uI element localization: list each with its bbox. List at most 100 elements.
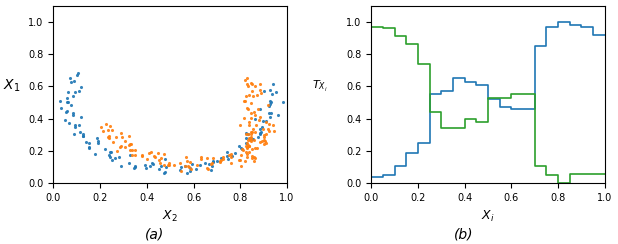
Point <box>222 150 232 153</box>
Point <box>76 115 86 119</box>
Point <box>242 145 252 149</box>
Point <box>78 132 88 136</box>
Point <box>244 150 254 154</box>
Point <box>242 82 252 86</box>
Point <box>241 150 251 154</box>
Point <box>253 107 263 111</box>
Point <box>261 120 271 124</box>
Point <box>203 166 213 170</box>
Point <box>180 164 190 168</box>
Point <box>159 152 169 156</box>
Point <box>265 88 274 92</box>
Point <box>226 152 236 156</box>
Point <box>242 155 252 159</box>
Point <box>207 164 217 168</box>
Point <box>93 139 103 142</box>
Point <box>224 153 234 157</box>
Point <box>247 156 256 160</box>
Point <box>241 132 251 136</box>
Point <box>117 135 127 139</box>
Point <box>244 136 254 140</box>
Point <box>208 156 218 160</box>
Point <box>250 130 260 134</box>
Point <box>66 102 76 106</box>
Point <box>268 123 278 127</box>
Point <box>206 161 216 165</box>
Point <box>247 89 257 93</box>
Point <box>215 159 225 163</box>
Point <box>130 165 140 169</box>
Point <box>247 137 256 141</box>
Point <box>160 157 170 161</box>
Point <box>81 140 91 143</box>
Point <box>124 161 134 165</box>
Point <box>96 125 106 129</box>
Point <box>116 131 126 135</box>
Point <box>243 84 253 88</box>
Point <box>255 131 265 135</box>
Point <box>263 127 273 131</box>
Point <box>205 162 214 166</box>
Point <box>208 160 218 164</box>
Point <box>222 154 232 158</box>
Point <box>255 127 265 131</box>
Point <box>180 164 190 168</box>
Point <box>111 156 121 160</box>
Point <box>104 136 114 140</box>
Point <box>125 142 135 146</box>
Point <box>149 154 159 158</box>
Point <box>246 81 256 85</box>
Point <box>130 164 140 168</box>
Point <box>61 110 70 114</box>
Point <box>61 118 70 122</box>
Point <box>108 140 118 144</box>
Point <box>69 79 79 83</box>
Point <box>66 76 75 80</box>
Point <box>265 104 274 108</box>
Point <box>187 162 197 166</box>
Point <box>247 101 256 105</box>
Point <box>192 163 202 167</box>
Point <box>93 141 103 145</box>
Point <box>66 80 76 84</box>
Point <box>248 94 258 98</box>
Point <box>196 157 206 161</box>
Point <box>154 167 164 171</box>
Point <box>243 107 253 111</box>
Point <box>187 167 197 171</box>
Point <box>255 82 265 86</box>
Point <box>182 155 192 159</box>
Point <box>249 155 259 159</box>
Point <box>248 127 258 131</box>
Point <box>164 161 174 165</box>
Point <box>98 129 108 133</box>
Point <box>261 141 271 145</box>
Point <box>259 135 269 139</box>
Point <box>237 147 247 151</box>
Point <box>70 126 80 130</box>
Point <box>127 152 137 156</box>
Point <box>258 127 268 131</box>
Point <box>169 163 179 167</box>
Point <box>196 155 206 159</box>
Point <box>156 164 166 168</box>
Point <box>247 154 256 158</box>
Point <box>62 109 72 112</box>
Point <box>69 132 79 136</box>
Point <box>218 157 228 161</box>
Point <box>226 161 235 165</box>
Point <box>245 116 255 120</box>
Point <box>117 144 127 148</box>
Point <box>247 130 256 134</box>
Point <box>72 73 82 77</box>
Point <box>125 148 135 152</box>
Point <box>269 129 279 133</box>
Point <box>260 139 270 143</box>
Point <box>125 152 135 156</box>
Point <box>243 144 253 148</box>
Point <box>226 155 236 159</box>
Point <box>78 134 88 138</box>
Point <box>183 164 193 168</box>
Point <box>85 141 95 145</box>
Point <box>236 146 246 150</box>
